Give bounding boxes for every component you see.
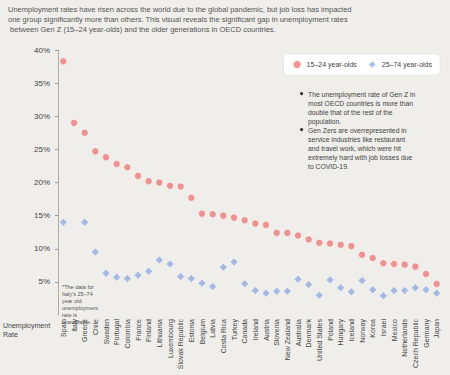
svg-text:Gen Zers are overrepresented i: Gen Zers are overrepresented in (308, 127, 409, 135)
svg-text:Portugal: Portugal (113, 319, 121, 346)
svg-text:Estonia: Estonia (188, 319, 195, 342)
svg-text:25%: 25% (34, 145, 50, 154)
svg-text:between Gen Z (15–24 year-olds: between Gen Z (15–24 year-olds) and the … (8, 25, 276, 34)
svg-text:Lithuania: Lithuania (156, 319, 163, 348)
svg-text:Norway: Norway (359, 319, 367, 343)
svg-text:Denmark: Denmark (305, 319, 312, 348)
svg-text:Italy: Italy (71, 319, 79, 332)
svg-text:Latvia: Latvia (209, 319, 216, 338)
svg-text:5%: 5% (38, 277, 50, 286)
svg-text:and travel work, which were hi: and travel work, which were hit (308, 145, 403, 152)
svg-text:rate is: rate is (62, 312, 79, 318)
svg-text:Germany: Germany (423, 319, 431, 348)
svg-text:service industries like restau: service industries like restaurant (308, 136, 407, 143)
svg-text:Costa Rica: Costa Rica (220, 319, 227, 353)
svg-text:Turkey: Turkey (231, 319, 239, 341)
svg-text:The unemployment rate of Gen Z: The unemployment rate of Gen Z in (308, 91, 417, 99)
svg-text:Chile: Chile (92, 319, 99, 335)
svg-text:Rate: Rate (3, 331, 18, 338)
svg-text:Australia: Australia (295, 319, 302, 346)
svg-text:Slovak Republic: Slovak Republic (177, 319, 185, 370)
svg-text:25–74 year-olds: 25–74 year-olds (382, 61, 433, 69)
svg-text:one group significantly more t: one group significantly more than others… (8, 15, 348, 24)
svg-text:Unemployment rates have risen: Unemployment rates have risen across the… (8, 5, 354, 14)
svg-text:United States: United States (316, 319, 323, 362)
svg-text:most OECD countries is more th: most OECD countries is more than (308, 100, 415, 107)
svg-text:15%: 15% (34, 211, 50, 220)
svg-text:Hungary: Hungary (337, 319, 345, 346)
svg-text:Israel: Israel (380, 319, 387, 337)
svg-text:Poland: Poland (327, 319, 334, 341)
svg-text:Colombia: Colombia (124, 319, 131, 349)
svg-text:Ireland: Ireland (252, 319, 259, 341)
svg-text:Finland: Finland (145, 319, 152, 342)
svg-text:30%: 30% (34, 112, 50, 121)
svg-text:Canada: Canada (241, 319, 248, 344)
svg-text:Spain: Spain (60, 319, 68, 337)
svg-text:*The data for: *The data for (62, 284, 95, 290)
svg-text:Korea: Korea (369, 319, 376, 338)
svg-text:Italy's 25–74: Italy's 25–74 (62, 291, 94, 297)
svg-text:Luxembourg: Luxembourg (167, 319, 175, 358)
svg-text:Czech Republic: Czech Republic (412, 319, 420, 369)
svg-text:extremely hard with job losses: extremely hard with job losses due (308, 154, 414, 162)
svg-text:Greece: Greece (81, 319, 88, 342)
svg-text:New Zealand: New Zealand (284, 319, 291, 360)
svg-text:Belgium: Belgium (199, 319, 207, 344)
svg-text:Iceland: Iceland (348, 319, 355, 342)
svg-text:unemployment: unemployment (62, 305, 100, 311)
svg-text:Slovenia: Slovenia (273, 319, 280, 346)
svg-text:to COVID-19.: to COVID-19. (308, 163, 349, 170)
svg-text:40%: 40% (34, 46, 50, 55)
svg-text:Mexico: Mexico (391, 319, 398, 341)
svg-text:France: France (135, 319, 142, 341)
svg-text:double that of the rest of the: double that of the rest of the (308, 109, 395, 116)
svg-text:15–24 year-olds: 15–24 year-olds (307, 61, 358, 69)
svg-text:Sweden: Sweden (103, 319, 110, 344)
svg-text:Austria: Austria (263, 319, 270, 341)
svg-text:35%: 35% (34, 79, 50, 88)
svg-text:10%: 10% (34, 244, 50, 253)
svg-text:population.: population. (308, 118, 341, 126)
svg-text:Netherlands: Netherlands (401, 319, 408, 357)
svg-text:Japan: Japan (433, 319, 441, 338)
svg-text:20%: 20% (34, 178, 50, 187)
svg-text:year old: year old (62, 298, 83, 304)
svg-text:Unemployment: Unemployment (3, 322, 52, 330)
